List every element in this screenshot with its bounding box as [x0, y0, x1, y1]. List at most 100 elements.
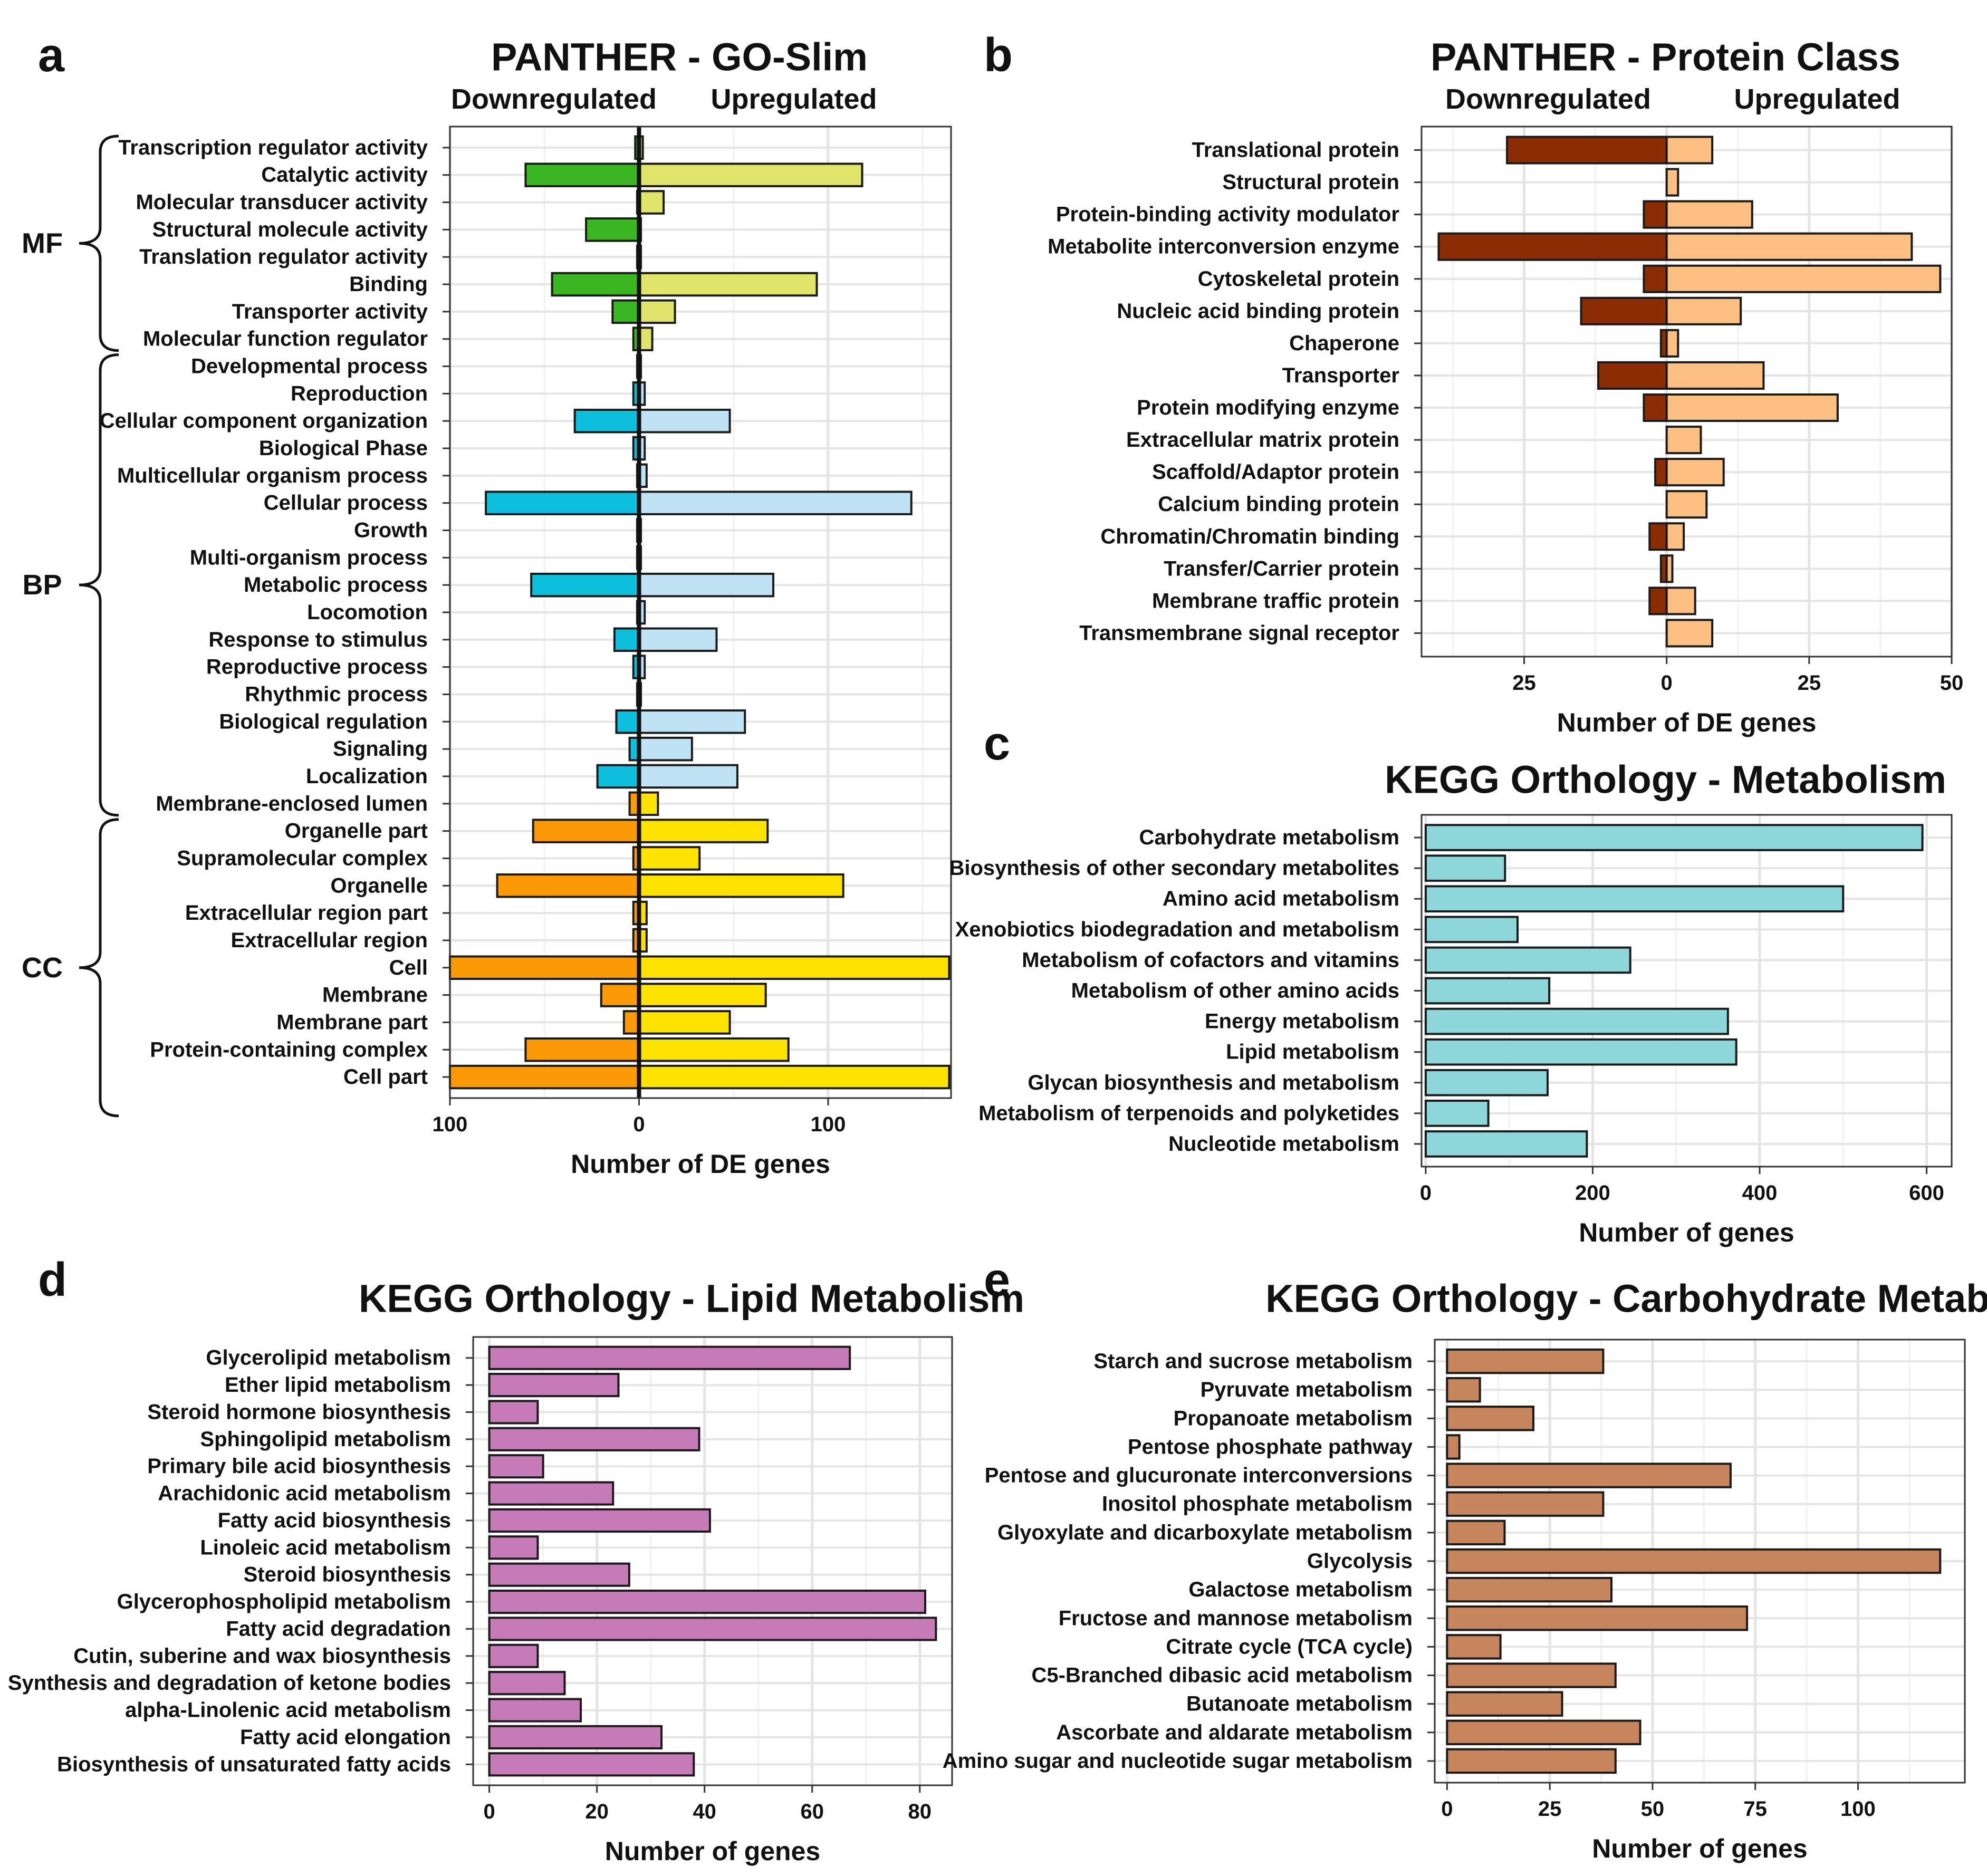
panel-letter-c: c: [984, 717, 1010, 770]
y-tick-label-b: Nucleic acid binding protein: [1117, 300, 1399, 323]
bar-e: [1446, 1634, 1502, 1660]
y-tick-label-d: Cutin, suberine and wax biosynthesis: [73, 1644, 451, 1668]
bar-e: [1446, 1491, 1605, 1517]
y-tick-label-d: Biosynthesis of unsaturated fatty acids: [57, 1753, 451, 1776]
x-tick-label-e: 50: [1641, 1797, 1665, 1821]
y-tick-label-b: Structural protein: [1222, 171, 1399, 194]
y-tick-label-a: Molecular function regulator: [143, 328, 428, 351]
bar-up-a: [638, 408, 731, 434]
y-tick-label-c: Carbohydrate metabolism: [1139, 826, 1399, 849]
bar-up-a: [638, 791, 659, 816]
y-tick-label-a: Catalytic activity: [261, 163, 428, 187]
y-tick-label-a: Cell part: [343, 1065, 428, 1089]
y-tick-label-d: Steroid biosynthesis: [244, 1563, 451, 1586]
y-tick-label-d: Fatty acid elongation: [240, 1726, 451, 1749]
y-tick-label-a: Supramolecular complex: [177, 846, 428, 870]
y-tick-label-e: Glyoxylate and dicarboxylate metabolism: [997, 1521, 1413, 1544]
y-tick-label-a: Protein-containing complex: [150, 1038, 428, 1061]
panel-letter-e: e: [984, 1254, 1010, 1306]
bar-up-a: [638, 190, 665, 215]
bar-down-b: [1654, 458, 1668, 487]
bar-up-a: [638, 1037, 790, 1062]
y-tick-label-b: Metabolite interconversion enzyme: [1048, 235, 1399, 258]
y-tick-label-b: Calcium binding protein: [1158, 493, 1399, 516]
y-tick-label-e: Galactose metabolism: [1188, 1578, 1413, 1601]
bar-e: [1446, 1434, 1461, 1460]
bar-up-b: [1665, 329, 1679, 358]
y-tick-label-e: Amino sugar and nucleotide sugar metabol…: [943, 1749, 1413, 1773]
y-tick-label-a: Molecular transducer activity: [136, 191, 428, 214]
y-tick-label-c: Metabolism of terpenoids and polyketides: [978, 1102, 1399, 1125]
x-tick-label-e: 25: [1538, 1797, 1562, 1821]
bar-up-b: [1665, 393, 1839, 422]
bar-up-a: [638, 490, 913, 515]
y-tick-label-e: Citrate cycle (TCA cycle): [1166, 1635, 1413, 1658]
x-tick-label-b: 25: [1798, 671, 1821, 695]
x-tick-label-c: 600: [1909, 1181, 1944, 1205]
y-tick-label-a: Multicellular organism process: [117, 464, 428, 487]
bar-up-a: [638, 819, 769, 843]
y-tick-label-d: Sphingolipid metabolism: [200, 1428, 451, 1451]
y-tick-label-d: Synthesis and degradation of ketone bodi…: [8, 1671, 451, 1695]
bar-c: [1424, 977, 1551, 1005]
bar-d: [488, 1698, 582, 1723]
bar-down-a: [622, 1010, 640, 1035]
y-tick-label-b: Transporter: [1282, 364, 1399, 387]
bar-e: [1446, 1719, 1642, 1745]
y-tick-label-d: alpha-Linolenic acid metabolism: [125, 1699, 451, 1722]
subtitle-downregulated-a: Downregulated: [451, 83, 657, 115]
bar-e: [1446, 1691, 1563, 1717]
y-tick-label-e: Ascorbate and aldarate metabolism: [1056, 1721, 1413, 1744]
y-tick-label-a: Organelle: [330, 874, 428, 897]
x-tick-label-e: 0: [1441, 1797, 1453, 1821]
group-label-mf: MF: [22, 227, 63, 259]
bar-down-a: [532, 819, 640, 843]
panel-letter-b: b: [984, 29, 1013, 82]
bar-e: [1446, 1748, 1617, 1774]
bar-e: [1446, 1348, 1605, 1374]
group-brace-mf: [79, 134, 119, 352]
x-tick-label-b: 50: [1940, 671, 1964, 695]
y-tick-label-a: Reproductive process: [206, 656, 428, 679]
y-tick-label-b: Membrane traffic protein: [1152, 589, 1399, 612]
y-tick-label-a: Rhythmic process: [245, 682, 428, 706]
bar-d: [488, 1643, 539, 1668]
bar-e: [1446, 1662, 1617, 1688]
bar-up-b: [1665, 168, 1679, 197]
y-tick-label-a: Structural molecule activity: [152, 218, 428, 241]
x-axis-label-a: Number of DE genes: [571, 1149, 830, 1179]
subtitle-downregulated-b: Downregulated: [1445, 83, 1651, 115]
bar-e: [1446, 1605, 1749, 1631]
bar-down-b: [1648, 522, 1668, 551]
bar-up-a: [638, 846, 701, 871]
y-tick-label-a: Growth: [354, 519, 428, 542]
bar-d: [488, 1427, 700, 1451]
bar-d: [488, 1454, 544, 1479]
bar-down-b: [1643, 393, 1668, 422]
y-tick-label-b: Extracellular matrix protein: [1126, 428, 1399, 451]
y-tick-label-a: Organelle part: [285, 820, 428, 843]
bar-e: [1446, 1463, 1732, 1488]
y-tick-label-b: Protein-binding activity modulator: [1056, 203, 1399, 226]
subtitle-upregulated-b: Upregulated: [1734, 83, 1900, 115]
bar-up-b: [1665, 136, 1714, 165]
x-tick-label-c: 200: [1575, 1181, 1610, 1205]
bar-c: [1424, 916, 1519, 944]
y-tick-label-b: Translational protein: [1192, 139, 1399, 162]
bar-up-a: [638, 873, 844, 898]
bar-d: [488, 1752, 695, 1777]
y-tick-label-a: Translation regulator activity: [139, 245, 428, 268]
bar-down-a: [496, 873, 640, 898]
x-tick-label-a: 0: [633, 1113, 645, 1136]
y-tick-label-a: Cellular process: [264, 492, 428, 515]
group-label-cc: CC: [22, 952, 63, 984]
x-axis-label-d: Number of genes: [605, 1836, 820, 1866]
bar-c: [1424, 946, 1631, 974]
bar-down-a: [449, 1064, 640, 1090]
bar-up-a: [638, 1010, 731, 1035]
y-tick-label-d: Arachidonic acid metabolism: [158, 1482, 451, 1505]
bar-d: [488, 1617, 937, 1641]
bar-up-a: [638, 162, 863, 187]
bar-down-a: [613, 627, 640, 652]
y-tick-label-a: Biological Phase: [259, 437, 428, 460]
